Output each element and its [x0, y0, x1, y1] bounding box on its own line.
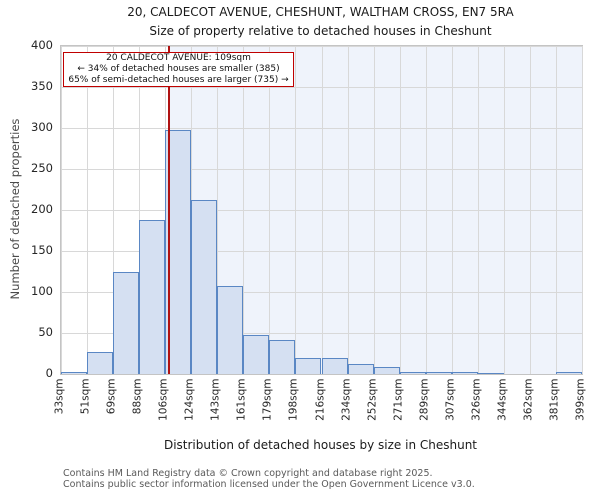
histogram-bar [269, 340, 296, 374]
v-gridline [113, 46, 115, 374]
y-tick-label: 50 [38, 324, 53, 339]
v-gridline [425, 46, 427, 374]
x-tick-label: 179sqm [261, 378, 274, 421]
plot-area [60, 45, 583, 375]
histogram-bar [61, 372, 88, 374]
x-tick-label: 234sqm [340, 378, 353, 421]
x-tick-label: 381sqm [548, 378, 561, 421]
histogram-bar [217, 286, 244, 374]
x-tick-label: 106sqm [157, 378, 170, 421]
x-tick-label: 362sqm [522, 378, 535, 421]
v-gridline [61, 46, 62, 374]
histogram-bar [399, 372, 426, 374]
v-gridline [269, 46, 271, 374]
v-gridline [399, 46, 401, 374]
x-tick-label: 344sqm [496, 378, 509, 421]
x-tick-label: 88sqm [131, 378, 144, 415]
x-tick-label: 289sqm [418, 378, 431, 421]
footer-attribution-line-2: Contains public sector information licen… [63, 479, 475, 490]
histogram-bar [295, 357, 322, 374]
x-tick-label: 198sqm [287, 378, 300, 421]
v-gridline [347, 46, 349, 374]
x-tick-label: 271sqm [392, 378, 405, 421]
histogram-bar [425, 372, 452, 374]
x-tick-label: 252sqm [366, 378, 379, 421]
x-tick-label: 143sqm [209, 378, 222, 421]
v-gridline [243, 46, 245, 374]
x-tick-label: 69sqm [105, 378, 118, 415]
v-gridline [529, 46, 531, 374]
y-tick-label: 400 [31, 37, 53, 52]
histogram-bar [87, 351, 114, 374]
v-gridline [87, 46, 89, 374]
histogram-bar [321, 357, 348, 374]
x-tick-label: 33sqm [53, 378, 66, 415]
footer-attribution-line-1: Contains HM Land Registry data © Crown c… [63, 468, 433, 479]
y-tick-label: 100 [31, 283, 53, 298]
histogram-bar [243, 334, 270, 374]
v-gridline [582, 46, 583, 374]
x-axis-label: Distribution of detached houses by size … [163, 438, 478, 452]
v-gridline [295, 46, 297, 374]
v-gridline [217, 46, 219, 374]
x-tick-label: 307sqm [444, 378, 457, 421]
chart-title: 20, CALDECOT AVENUE, CHESHUNT, WALTHAM C… [127, 5, 514, 19]
histogram-bar [139, 219, 166, 374]
annotation-box: 20 CALDECOT AVENUE: 109sqm ← 34% of deta… [63, 52, 294, 87]
histogram-bar [451, 372, 478, 374]
histogram-bar [113, 271, 140, 374]
v-gridline [373, 46, 375, 374]
subject-property-marker-line [168, 46, 171, 374]
v-gridline [139, 46, 141, 374]
histogram-bar [191, 200, 218, 374]
histogram-bar [347, 364, 374, 374]
x-tick-label: 51sqm [79, 378, 92, 415]
v-gridline [477, 46, 479, 374]
v-gridline [555, 46, 557, 374]
y-tick-label: 0 [45, 365, 53, 380]
y-tick-label: 350 [31, 78, 53, 93]
v-gridline [451, 46, 453, 374]
x-tick-label: 326sqm [470, 378, 483, 421]
y-tick-label: 150 [31, 242, 53, 257]
x-tick-label: 216sqm [314, 378, 326, 421]
y-tick-label: 200 [31, 201, 53, 216]
y-tick-label: 300 [31, 119, 53, 134]
chart-subtitle: Size of property relative to detached ho… [149, 24, 492, 38]
histogram-bar [373, 367, 400, 374]
histogram-bar [477, 372, 504, 374]
histogram-bar [555, 372, 582, 374]
annotation-line-2: ← 34% of detached houses are smaller (38… [77, 64, 280, 75]
y-tick-label: 250 [31, 160, 53, 175]
v-gridline [503, 46, 505, 374]
x-tick-label: 124sqm [183, 378, 196, 421]
x-tick-label: 399sqm [574, 378, 587, 421]
annotation-line-3: 65% of semi-detached houses are larger (… [68, 74, 289, 85]
x-tick-label: 161sqm [235, 378, 248, 421]
v-gridline [321, 46, 323, 374]
annotation-line-1: 20 CALDECOT AVENUE: 109sqm [106, 53, 251, 64]
